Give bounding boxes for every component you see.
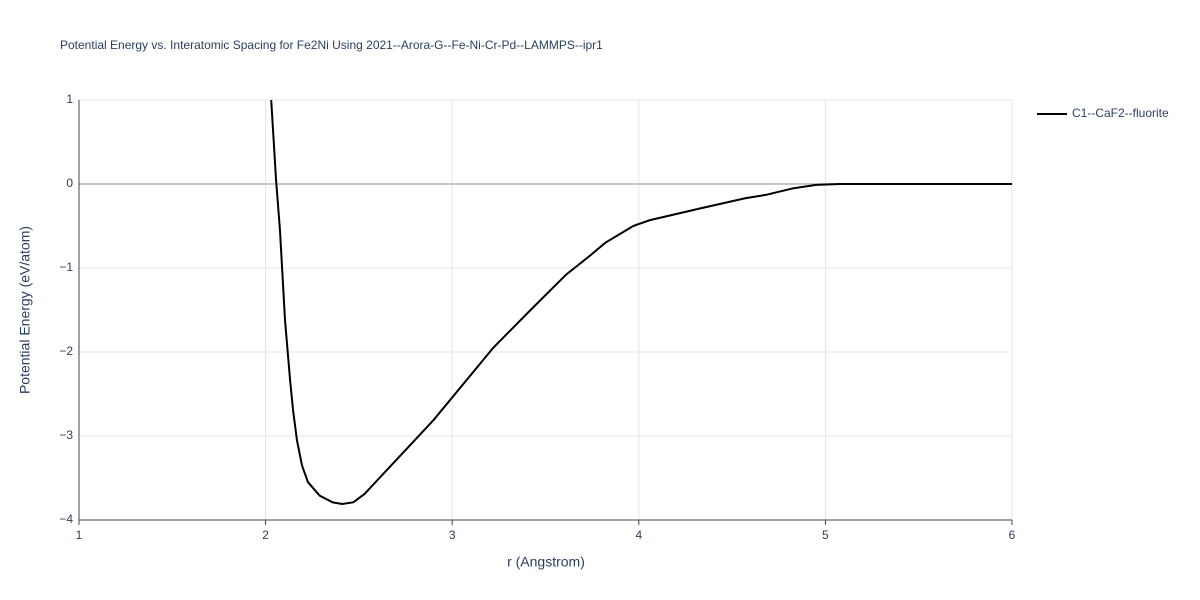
legend-label: C1--CaF2--fluorite [1072, 106, 1169, 120]
chart-title: Potential Energy vs. Interatomic Spacing… [60, 38, 603, 52]
x-tick-label: 1 [76, 528, 83, 542]
y-tick-label: −3 [59, 428, 73, 442]
x-tick-label: 2 [262, 528, 269, 542]
y-tick-label: 1 [66, 92, 73, 106]
x-tick-label: 3 [449, 528, 456, 542]
y-tick-label: 0 [66, 176, 73, 190]
x-tick-label: 6 [1009, 528, 1016, 542]
y-axis-title: Potential Energy (eV/atom) [17, 226, 33, 394]
y-tick-label: −1 [59, 260, 73, 274]
y-tick-label: −2 [59, 344, 73, 358]
x-tick-label: 4 [635, 528, 642, 542]
x-tick-label: 5 [822, 528, 829, 542]
x-axis-title: r (Angstrom) [507, 554, 585, 570]
line-series [270, 100, 1012, 506]
y-tick-label: −4 [59, 512, 73, 526]
